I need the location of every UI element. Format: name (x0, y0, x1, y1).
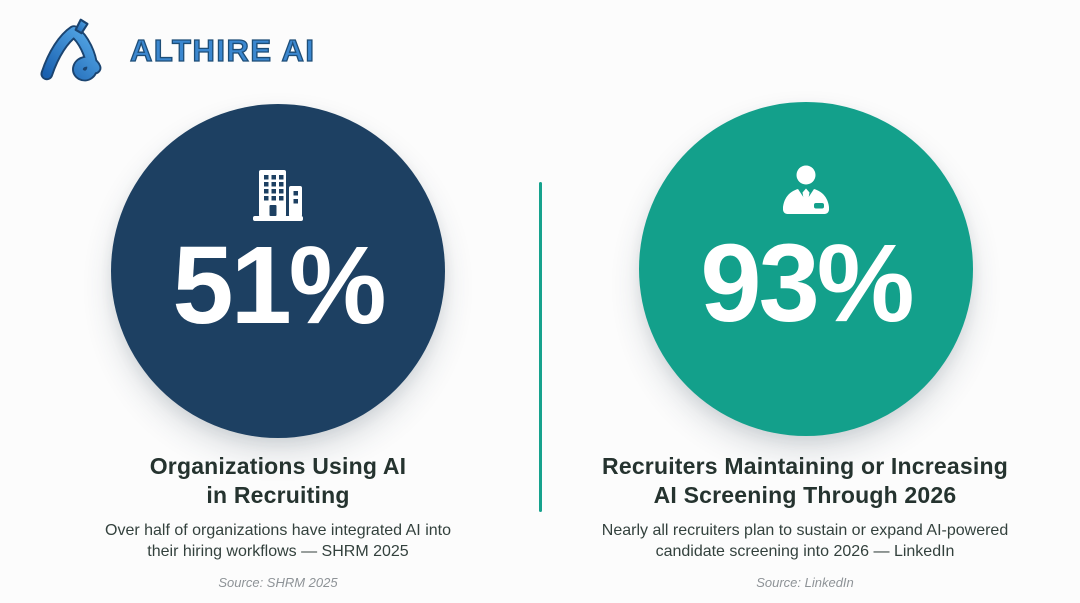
left-stat-circle: 51% (111, 104, 445, 438)
right-stat-description-line2: candidate screening into 2026 — LinkedIn (655, 542, 955, 560)
right-stat-title: Recruiters Maintaining or Increasing AI … (556, 452, 1054, 511)
left-stat-value: 51% (172, 224, 386, 347)
building-icon (245, 162, 311, 226)
left-stat-description-line1: Over half of organizations have integrat… (105, 521, 451, 539)
right-stat-description-line1: Nearly all recruiters plan to sustain or… (601, 521, 1009, 539)
right-stat-title-line1: Recruiters Maintaining or Increasing (602, 453, 1008, 479)
right-stat-title-line2: AI Screening Through 2026 (653, 482, 957, 509)
vertical-divider (539, 182, 542, 512)
right-stat-value: 93% (700, 222, 914, 345)
left-stat-description-line2: their hiring workflows — SHRM 2025 (147, 542, 409, 560)
left-stat-description: Over half of organizations have integrat… (48, 520, 508, 562)
right-caption: Recruiters Maintaining or Increasing AI … (556, 452, 1054, 590)
brand-logo: ALTHIRE AI (36, 18, 316, 84)
right-stat-source: Source: LinkedIn (756, 575, 854, 591)
brand-wordmark: ALTHIRE AI (129, 32, 316, 68)
person-icon (773, 160, 839, 224)
left-stat-source: Source: SHRM 2025 (218, 575, 338, 591)
left-caption: Organizations Using AI in Recruiting Ove… (48, 452, 508, 590)
left-stat-title: Organizations Using AI in Recruiting (48, 452, 508, 511)
althire-a-pen-logo-icon (36, 18, 122, 84)
left-stat-title-line2: in Recruiting (206, 482, 350, 509)
right-stat-description: Nearly all recruiters plan to sustain or… (556, 520, 1054, 562)
left-stat-title-line1: Organizations Using AI (149, 453, 407, 479)
right-stat-circle: 93% (639, 102, 973, 436)
